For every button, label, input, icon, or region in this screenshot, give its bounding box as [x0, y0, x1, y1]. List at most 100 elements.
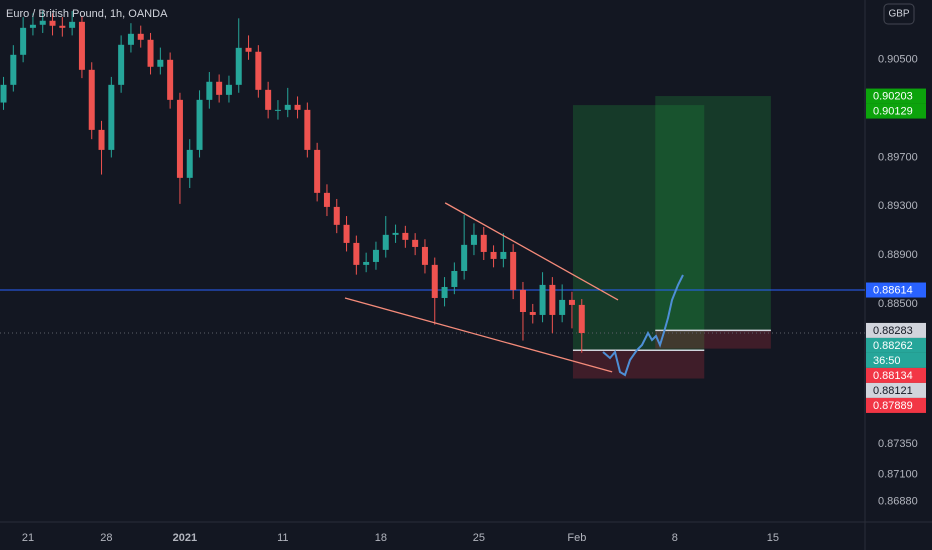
candle-body [519, 289, 526, 312]
candle-body [98, 129, 105, 150]
candle-body [490, 251, 497, 259]
candle-body [461, 244, 468, 271]
candle-body [382, 234, 389, 250]
last-price-label-box [866, 337, 926, 353]
candle-body [78, 21, 85, 70]
candle-body [49, 20, 56, 26]
entry-label-box [866, 322, 926, 338]
x-tick-label: 15 [767, 532, 779, 544]
y-tick-label: 0.89700 [878, 151, 918, 163]
trendline [344, 297, 613, 373]
countdown-label: 36:50 [873, 355, 901, 367]
x-tick-label: 25 [473, 532, 485, 544]
stop-label: 0.87889 [873, 400, 913, 412]
candle-body [147, 39, 154, 67]
candle-body [137, 33, 144, 40]
candle-body [20, 27, 27, 55]
y-tick-label: 0.86880 [878, 496, 918, 508]
candle-body [441, 286, 448, 298]
x-tick-label: 11 [277, 532, 288, 544]
candle-body [402, 232, 409, 240]
candle-body [578, 304, 585, 333]
candle-body [88, 69, 95, 130]
price-labels: 0.90203 0.90129 0.88614 0.88283 0.88262 36:50… [866, 88, 926, 413]
x-tick-label: 18 [375, 532, 387, 544]
candle-body [392, 232, 399, 235]
profit-zone [572, 105, 705, 351]
candle-body [127, 33, 134, 45]
candle-body [510, 251, 517, 290]
candle-body [559, 299, 566, 315]
candle-body [69, 21, 76, 28]
candle-body [294, 104, 301, 110]
profit-zone [655, 96, 771, 331]
currency-label[interactable]: GBP [888, 9, 909, 20]
candle-body [470, 234, 477, 245]
y-tick-label: 0.87350 [878, 438, 918, 450]
candle-body [314, 149, 321, 193]
candle-body [245, 47, 252, 52]
candle-body [0, 84, 7, 103]
candle-body [196, 99, 203, 150]
loss-zone [655, 330, 771, 349]
entry-label: 0.88283 [873, 325, 913, 337]
x-tick-label: 2021 [173, 532, 197, 544]
candle-body [235, 47, 242, 85]
trendline [444, 202, 619, 301]
currency-button[interactable] [883, 3, 915, 25]
horizontal-line-label: 0.88614 [873, 284, 913, 296]
entry-label-box [866, 382, 926, 398]
candle-body [39, 20, 46, 25]
y-tick-label: 0.89300 [878, 200, 918, 212]
candle-body [216, 81, 223, 95]
candle-body [353, 242, 360, 265]
candle-body [480, 234, 487, 252]
candle-body [29, 24, 36, 28]
target-label: 0.90203 [873, 90, 913, 102]
projection-path [602, 274, 684, 377]
candle-body [304, 109, 311, 150]
candle-body [529, 312, 536, 315]
x-tick-label: 21 [22, 532, 34, 544]
y-tick-label: 0.88500 [878, 298, 918, 310]
stop-label-box [866, 367, 926, 383]
entry-label: 0.88121 [873, 385, 913, 397]
countdown-label-box [866, 352, 926, 368]
target-label: 0.90129 [873, 105, 913, 117]
candle-body [59, 25, 66, 28]
chart-title: Euro / British Pound, 1h, OANDA [6, 8, 168, 20]
candle-body [568, 299, 575, 305]
target-label-box [866, 103, 926, 119]
candle-body [372, 249, 379, 262]
y-tick-label: 0.88900 [878, 249, 918, 261]
x-tick-label: Feb [567, 532, 586, 544]
candle-body [176, 99, 183, 178]
candle-body [451, 270, 458, 287]
candle-body [343, 224, 350, 243]
candle-body [539, 284, 546, 315]
candle-body [206, 81, 213, 100]
candle-body [157, 59, 164, 67]
x-tick-label: 28 [100, 532, 112, 544]
candle-body [274, 109, 281, 111]
candle-body [323, 192, 330, 207]
candle-body [167, 59, 174, 100]
y-tick-label: 0.90500 [878, 54, 918, 66]
y-tick-label: 0.87100 [878, 469, 918, 481]
candle-body [284, 104, 291, 110]
candle-body [363, 261, 370, 265]
candle-body [333, 206, 340, 225]
candle-body [186, 149, 193, 178]
target-label-box [866, 88, 926, 104]
candle-body [500, 251, 507, 259]
candle-body [549, 284, 556, 315]
stop-label: 0.88134 [873, 370, 913, 382]
candle-body [255, 51, 262, 90]
candle-body [118, 44, 125, 85]
stop-label-box [866, 397, 926, 413]
x-tick-label: 8 [672, 532, 678, 544]
candle-body [225, 84, 232, 95]
